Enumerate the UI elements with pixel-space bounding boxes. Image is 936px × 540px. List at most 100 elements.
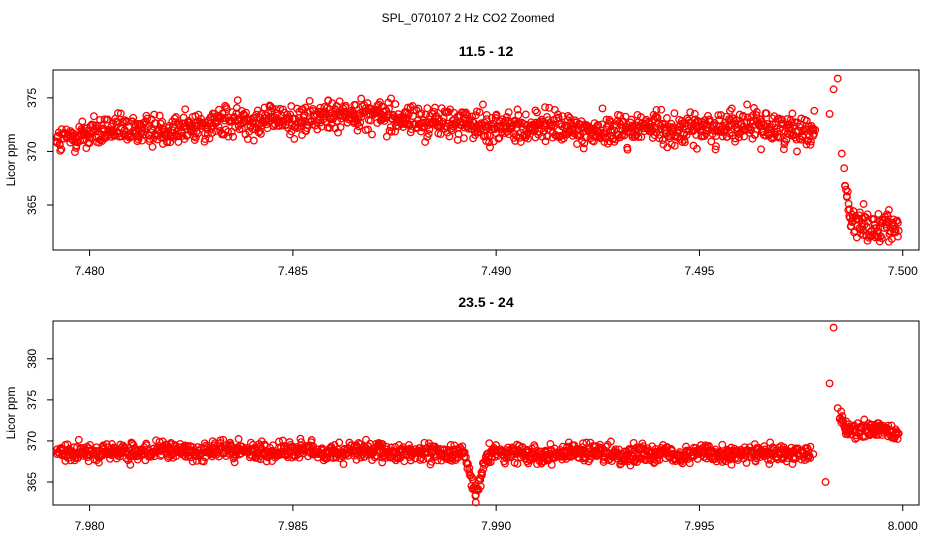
data-point bbox=[475, 108, 484, 117]
data-point bbox=[88, 134, 97, 143]
data-point bbox=[582, 438, 591, 447]
y-tick-label: 380 bbox=[25, 348, 39, 368]
data-point bbox=[336, 123, 345, 132]
data-point bbox=[844, 199, 853, 208]
data-point bbox=[339, 460, 348, 469]
data-point bbox=[391, 100, 400, 109]
data-point bbox=[387, 94, 395, 103]
x-tick-label: 7.495 bbox=[684, 264, 714, 278]
data-point bbox=[599, 129, 608, 138]
data-point bbox=[884, 219, 892, 228]
data-point bbox=[825, 379, 834, 388]
data-point bbox=[119, 117, 127, 126]
data-point bbox=[504, 108, 513, 117]
data-point bbox=[891, 225, 900, 234]
data-point bbox=[859, 200, 868, 208]
data-point bbox=[230, 458, 239, 467]
data-point bbox=[216, 436, 225, 445]
data-point bbox=[335, 438, 344, 447]
data-point bbox=[690, 109, 699, 118]
data-point bbox=[678, 138, 687, 146]
data-point bbox=[224, 127, 232, 136]
data-point bbox=[778, 115, 787, 124]
data-point bbox=[718, 440, 727, 449]
data-point bbox=[459, 134, 468, 143]
data-point bbox=[876, 232, 885, 241]
data-point bbox=[727, 104, 736, 113]
data-point bbox=[806, 442, 815, 451]
data-point bbox=[751, 457, 760, 466]
data-point bbox=[811, 125, 820, 134]
data-point bbox=[148, 142, 157, 151]
data-point bbox=[317, 122, 326, 131]
data-point bbox=[142, 441, 151, 450]
data-point bbox=[94, 458, 103, 467]
data-point bbox=[579, 144, 588, 153]
data-point bbox=[305, 96, 314, 105]
data-point bbox=[182, 131, 191, 140]
data-point bbox=[742, 458, 751, 467]
data-point bbox=[268, 104, 277, 113]
data-point bbox=[406, 128, 415, 137]
y-axis-label: Licor ppm bbox=[4, 134, 18, 187]
data-point bbox=[406, 456, 415, 465]
x-tick-label: 7.485 bbox=[278, 264, 308, 278]
data-point bbox=[513, 459, 522, 468]
data-point bbox=[530, 443, 539, 452]
data-point bbox=[501, 129, 509, 138]
data-point bbox=[711, 145, 720, 154]
data-point bbox=[363, 99, 372, 108]
data-point bbox=[63, 440, 72, 449]
x-tick-label: 7.985 bbox=[278, 519, 308, 533]
data-point bbox=[685, 459, 694, 468]
data-point bbox=[662, 114, 671, 122]
data-point bbox=[464, 460, 472, 468]
data-point bbox=[847, 222, 856, 231]
data-point bbox=[712, 142, 720, 151]
data-point bbox=[519, 120, 528, 128]
data-point bbox=[237, 124, 246, 133]
data-point bbox=[356, 118, 365, 127]
data-point bbox=[765, 460, 774, 468]
data-point bbox=[404, 110, 413, 119]
data-point bbox=[468, 117, 477, 126]
data-point bbox=[825, 109, 834, 118]
data-point bbox=[893, 232, 902, 241]
data-point bbox=[486, 143, 494, 152]
data-point bbox=[710, 126, 719, 135]
data-point bbox=[238, 119, 247, 128]
data-point bbox=[465, 464, 474, 472]
data-point bbox=[558, 112, 567, 121]
x-tick-label: 7.500 bbox=[888, 264, 918, 278]
data-point bbox=[133, 137, 142, 146]
data-point bbox=[685, 126, 693, 135]
data-point bbox=[158, 117, 167, 126]
data-point bbox=[478, 100, 487, 109]
data-point bbox=[194, 110, 203, 119]
data-point bbox=[717, 111, 725, 120]
data-point bbox=[757, 145, 766, 154]
data-point bbox=[357, 94, 366, 103]
data-point bbox=[739, 111, 748, 120]
data-point bbox=[492, 110, 501, 119]
y-tick-label: 370 bbox=[25, 141, 39, 161]
data-point bbox=[598, 104, 607, 113]
data-point bbox=[731, 137, 740, 146]
data-point bbox=[170, 114, 179, 123]
data-point bbox=[837, 407, 846, 416]
data-point bbox=[69, 129, 78, 138]
x-axis: 7.980 7.985 7.990 7.995 8.000 bbox=[75, 504, 918, 533]
data-point bbox=[74, 435, 83, 444]
panel-bottom: 23.5 - 24 Licor ppm 7.980 7.985 7.990 7.995… bbox=[4, 294, 920, 533]
data-point bbox=[788, 109, 797, 118]
data-point bbox=[779, 145, 788, 154]
y-axis-label: Licor ppm bbox=[4, 387, 18, 440]
data-point bbox=[368, 130, 376, 139]
data-point bbox=[233, 96, 242, 105]
data-point bbox=[364, 125, 372, 134]
data-point bbox=[860, 415, 869, 424]
data-point bbox=[391, 127, 400, 136]
data-point bbox=[581, 133, 590, 142]
data-point bbox=[184, 116, 193, 125]
data-point bbox=[386, 123, 395, 132]
